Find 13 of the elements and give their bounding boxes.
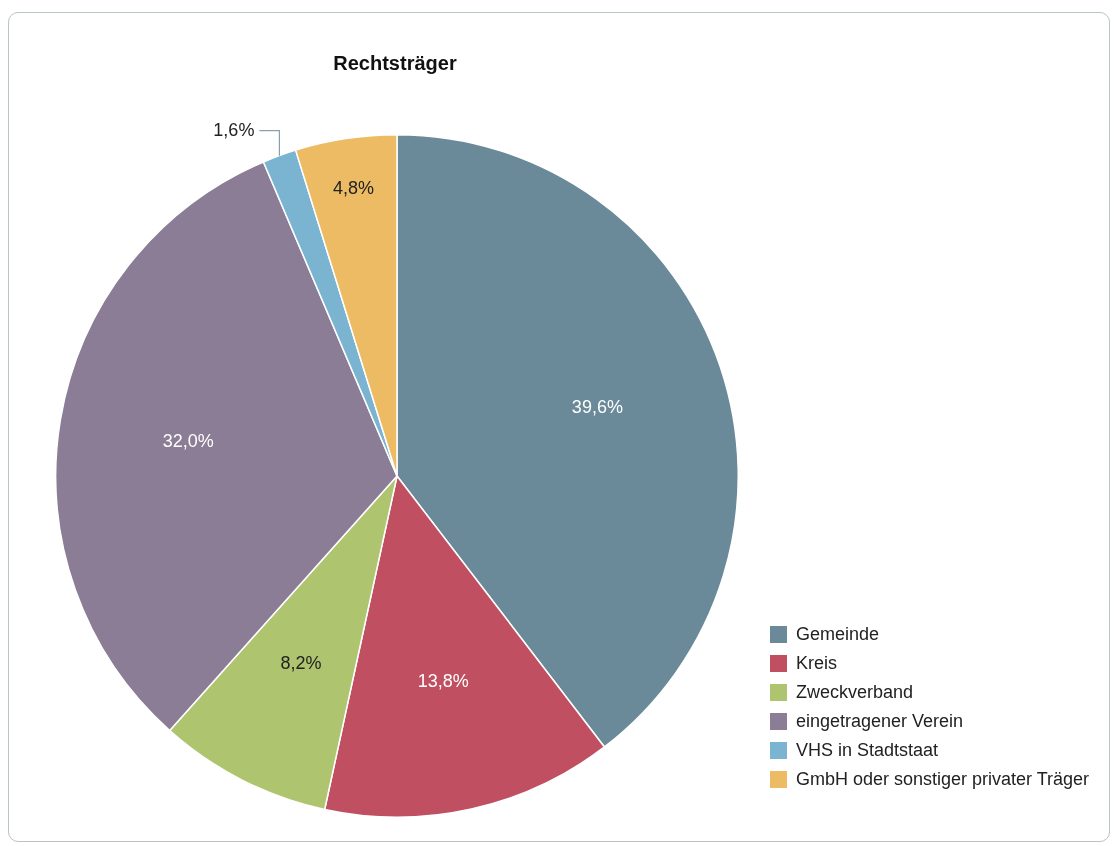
data-label: 32,0% xyxy=(162,430,214,451)
data-label: 1,6% xyxy=(213,119,255,140)
legend-label: eingetragener Verein xyxy=(796,711,964,732)
legend-label: Gemeinde xyxy=(796,624,880,645)
chart-title: Rechtsträger xyxy=(332,52,458,75)
data-label: 8,2% xyxy=(280,653,322,674)
legend-label: Kreis xyxy=(796,653,838,674)
legend-label: VHS in Stadtstaat xyxy=(796,740,939,761)
data-label: 4,8% xyxy=(332,178,374,199)
data-label: 13,8% xyxy=(417,671,469,692)
data-label: 39,6% xyxy=(571,397,623,418)
legend-label: Zweckverband xyxy=(796,682,914,703)
legend-label: GmbH oder sonstiger privater Träger xyxy=(796,769,1090,790)
